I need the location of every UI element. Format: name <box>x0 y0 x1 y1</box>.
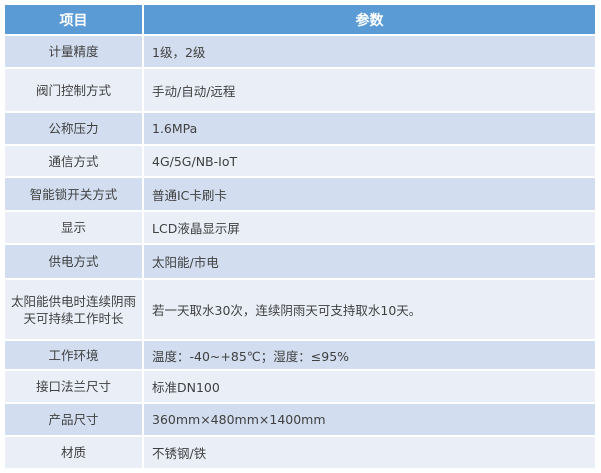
row-label: 计量精度 <box>3 34 144 69</box>
row-label: 公称压力 <box>3 111 144 146</box>
row-label: 显示 <box>3 210 144 245</box>
row-value: 温度：-40~+85℃；湿度：≤95% <box>142 339 597 371</box>
row-label: 通信方式 <box>3 144 144 178</box>
table-row: 太阳能供电时连续阴雨天可持续工作时长 若一天取水30次，连续阴雨天可支持取水10天… <box>3 278 597 341</box>
row-label: 智能锁开关方式 <box>3 176 144 212</box>
row-label: 工作环境 <box>3 339 144 371</box>
table-row: 智能锁开关方式 普通IC卡刷卡 <box>3 176 597 212</box>
header-row: 项目 参数 <box>3 3 597 36</box>
table-row: 通信方式 4G/5G/NB-IoT <box>3 144 597 178</box>
row-value: 4G/5G/NB-IoT <box>142 144 597 178</box>
row-value: 360mm×480mm×1400mm <box>142 402 597 437</box>
table-row: 工作环境 温度：-40~+85℃；湿度：≤95% <box>3 339 597 371</box>
row-value: 1.6MPa <box>142 111 597 146</box>
row-value: 手动/自动/远程 <box>142 67 597 113</box>
table-row: 接口法兰尺寸 标准DN100 <box>3 369 597 404</box>
table-row: 产品尺寸 360mm×480mm×1400mm <box>3 402 597 437</box>
row-value: 太阳能/市电 <box>142 243 597 280</box>
table-row: 供电方式 太阳能/市电 <box>3 243 597 280</box>
header-item: 项目 <box>3 3 144 36</box>
row-label: 阀门控制方式 <box>3 67 144 113</box>
row-value: 1级，2级 <box>142 34 597 69</box>
row-label: 接口法兰尺寸 <box>3 369 144 404</box>
table-row: 显示 LCD液晶显示屏 <box>3 210 597 245</box>
table-row: 材质 不锈钢/铁 <box>3 435 597 470</box>
table-row: 公称压力 1.6MPa <box>3 111 597 146</box>
table-row: 阀门控制方式 手动/自动/远程 <box>3 67 597 113</box>
header-param: 参数 <box>142 3 597 36</box>
table-row: 计量精度 1级，2级 <box>3 34 597 69</box>
row-value: 普通IC卡刷卡 <box>142 176 597 212</box>
row-value: 不锈钢/铁 <box>142 435 597 470</box>
row-label: 供电方式 <box>3 243 144 280</box>
row-label: 太阳能供电时连续阴雨天可持续工作时长 <box>3 278 144 341</box>
row-value: 若一天取水30次，连续阴雨天可支持取水10天。 <box>142 278 597 341</box>
row-label: 材质 <box>3 435 144 470</box>
row-value: 标准DN100 <box>142 369 597 404</box>
spec-table: 项目 参数 计量精度 1级，2级 阀门控制方式 手动/自动/远程 公称压力 1.6MPa 通… <box>3 3 597 470</box>
row-label: 产品尺寸 <box>3 402 144 437</box>
row-value: LCD液晶显示屏 <box>142 210 597 245</box>
